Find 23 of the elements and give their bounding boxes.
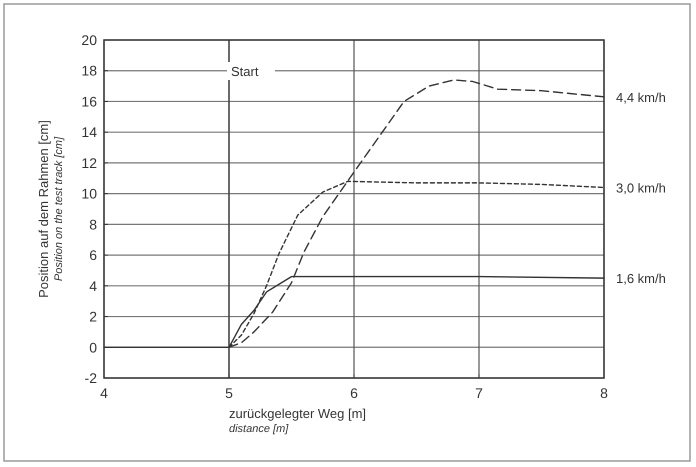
y-tick-label: 4 bbox=[89, 278, 98, 294]
y-tick-label: 0 bbox=[89, 339, 98, 356]
y-tick-label: 14 bbox=[81, 124, 98, 140]
y-tick-label: 2 bbox=[89, 308, 98, 325]
y-tick-label: 6 bbox=[89, 247, 98, 264]
y-tick-label: 10 bbox=[81, 186, 98, 202]
x-tick-label: 4 bbox=[100, 385, 108, 401]
series-label: 3,0 km/h bbox=[616, 180, 666, 196]
x-tick-label: 5 bbox=[225, 385, 234, 401]
y-tick-label: 16 bbox=[81, 93, 98, 110]
x-axis-title: zurückgelegter Weg [m] distance [m] bbox=[229, 406, 366, 435]
series-label: 4,4 km/h bbox=[616, 90, 666, 105]
x-tick-label: 6 bbox=[350, 385, 358, 401]
y-tick-label: 12 bbox=[81, 154, 98, 171]
x-tick-label: 8 bbox=[600, 385, 608, 401]
series-label: 1,6 km/h bbox=[616, 271, 666, 286]
ref-line-label: Start bbox=[231, 64, 259, 79]
y-tick-label: 18 bbox=[81, 62, 98, 79]
y-tick-label: 20 bbox=[81, 32, 98, 48]
y-axis-title: Position auf dem Rahmen [cm] Position on the test track [cm] bbox=[36, 120, 65, 298]
x-tick-label: 7 bbox=[475, 385, 484, 401]
y-tick-label: -2 bbox=[84, 370, 98, 386]
y-tick-label: 8 bbox=[89, 216, 98, 232]
